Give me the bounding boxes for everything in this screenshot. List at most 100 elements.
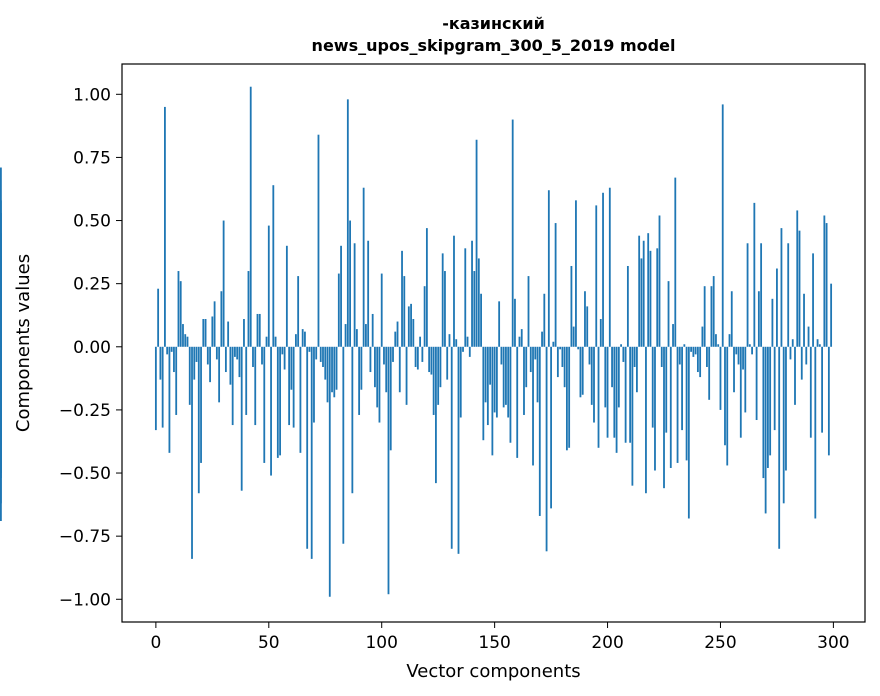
bar xyxy=(480,293,482,347)
bar xyxy=(495,346,498,418)
bar xyxy=(748,344,751,347)
bar xyxy=(261,346,263,365)
bar xyxy=(785,346,787,471)
y-tick-label: −1.00 xyxy=(59,590,111,610)
y-tick-label: 0.50 xyxy=(73,212,111,232)
bar xyxy=(430,346,433,375)
bar xyxy=(796,210,799,347)
chart-title: -казинский xyxy=(442,14,545,33)
bar xyxy=(371,313,374,347)
bar xyxy=(213,301,216,347)
bar xyxy=(685,346,688,461)
bar xyxy=(593,346,595,423)
bar xyxy=(493,346,496,413)
bar xyxy=(285,245,288,347)
y-tick-label: 0.75 xyxy=(73,148,111,168)
bar xyxy=(547,190,550,347)
bar xyxy=(737,346,740,365)
bar xyxy=(500,346,503,365)
bar xyxy=(428,346,431,373)
bar xyxy=(830,283,833,347)
bar xyxy=(387,346,390,595)
bar xyxy=(638,235,641,347)
bar xyxy=(227,321,230,347)
bar xyxy=(556,346,559,378)
bar xyxy=(708,346,711,400)
bar xyxy=(279,346,281,456)
bar xyxy=(771,298,774,347)
bar xyxy=(446,346,449,380)
bar xyxy=(602,192,604,347)
bar xyxy=(629,346,632,443)
bar xyxy=(220,291,223,347)
bar xyxy=(319,346,322,362)
bar xyxy=(315,346,318,360)
bar xyxy=(613,346,616,438)
bar xyxy=(681,346,683,431)
bar xyxy=(425,228,428,347)
bar xyxy=(204,319,207,347)
bar xyxy=(159,346,162,380)
bar xyxy=(622,346,625,362)
bar xyxy=(403,276,406,347)
x-tick-label: 0 xyxy=(150,633,161,653)
bar xyxy=(462,346,464,352)
bar xyxy=(536,346,539,403)
bar xyxy=(317,134,320,347)
bar xyxy=(344,324,347,347)
x-axis-label: Vector components xyxy=(406,661,580,682)
bar xyxy=(534,346,537,360)
bar xyxy=(215,346,218,360)
bar xyxy=(694,346,697,355)
bar xyxy=(450,346,453,549)
bar xyxy=(703,286,706,347)
bar xyxy=(809,346,812,438)
y-tick-label: 1.00 xyxy=(73,85,111,105)
bar xyxy=(407,306,410,347)
bar xyxy=(710,286,713,347)
bar xyxy=(543,293,546,347)
bar xyxy=(568,346,571,448)
bar xyxy=(313,346,315,423)
bar xyxy=(466,336,469,347)
bar xyxy=(823,215,826,347)
x-tick-label: 300 xyxy=(817,633,849,653)
bar xyxy=(640,258,643,347)
bar xyxy=(489,346,492,385)
bar xyxy=(523,346,525,415)
bar xyxy=(764,346,767,514)
bar xyxy=(518,336,521,347)
x-tick-label: 50 xyxy=(258,633,280,653)
y-tick-label: −0.50 xyxy=(59,464,111,484)
bar xyxy=(297,276,300,347)
bar xyxy=(0,200,2,347)
bar xyxy=(414,346,417,367)
bar xyxy=(306,346,309,549)
bar xyxy=(168,346,171,453)
bar xyxy=(464,248,467,347)
bar xyxy=(218,346,221,403)
bar xyxy=(615,346,618,453)
bar xyxy=(525,346,528,388)
bar xyxy=(346,99,349,347)
y-tick-label: 0.00 xyxy=(73,338,111,358)
bar xyxy=(475,139,478,347)
bar xyxy=(376,346,379,408)
plot-frame xyxy=(121,63,866,623)
bar xyxy=(595,205,598,347)
bar xyxy=(599,319,602,347)
bar xyxy=(263,346,266,463)
bar xyxy=(231,346,234,426)
bar xyxy=(827,346,830,456)
bar xyxy=(274,336,277,347)
bar xyxy=(374,346,376,388)
bar xyxy=(324,346,327,380)
bar xyxy=(656,248,659,347)
bar xyxy=(660,346,663,367)
bar xyxy=(182,324,184,347)
bar xyxy=(396,321,399,347)
bar xyxy=(611,346,613,388)
bar xyxy=(733,346,735,393)
bar xyxy=(337,273,340,347)
bar xyxy=(570,265,573,347)
